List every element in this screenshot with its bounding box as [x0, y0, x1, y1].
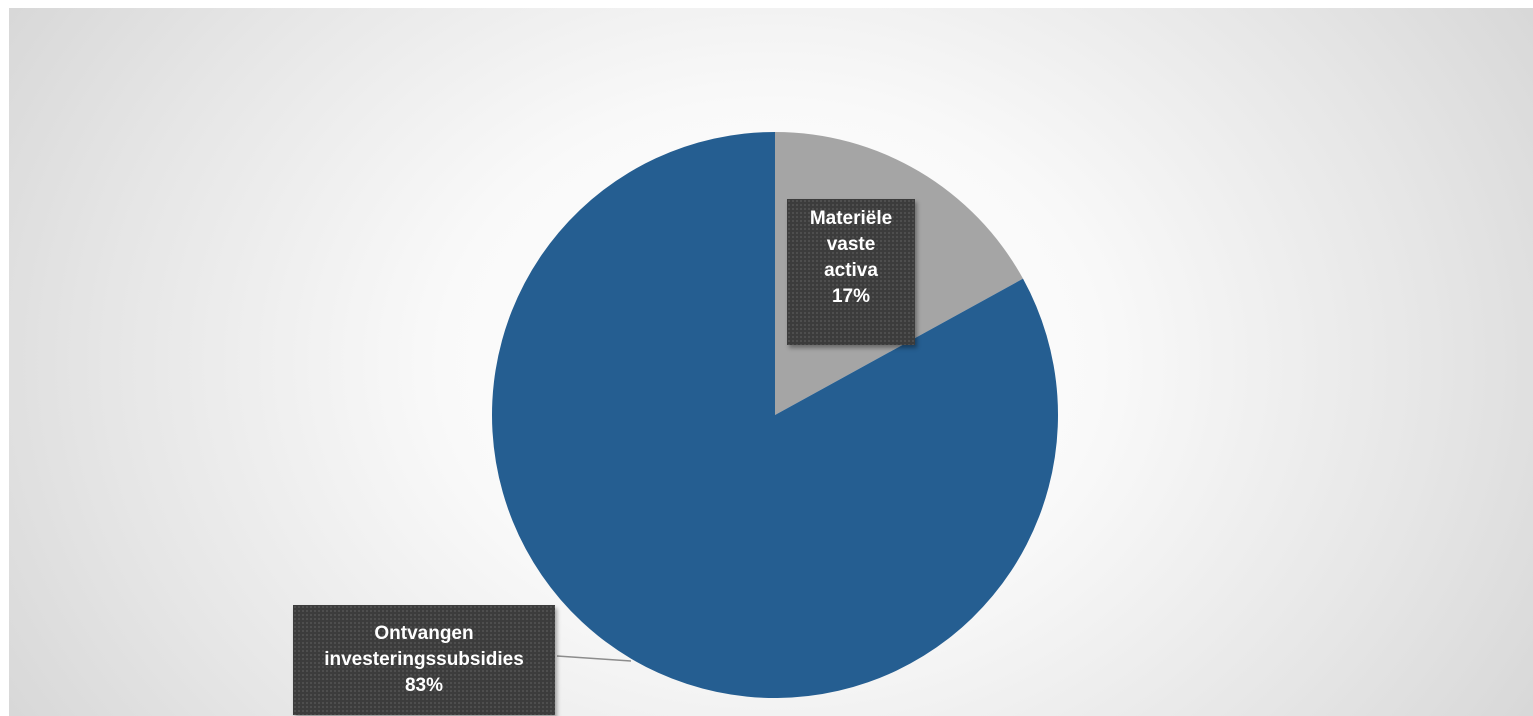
data-label-slice-2: Ontvangen investeringssubsidies 83%: [293, 605, 555, 715]
pie-slice-2: [491, 132, 1058, 698]
pie-chart: [491, 132, 1058, 698]
data-label-slice-1: Materiële vaste activa 17%: [787, 199, 915, 345]
leader-line-slice-2: [556, 655, 632, 662]
chart-area: Materiële vaste activa 17% Ontvangen inv…: [9, 8, 1533, 716]
